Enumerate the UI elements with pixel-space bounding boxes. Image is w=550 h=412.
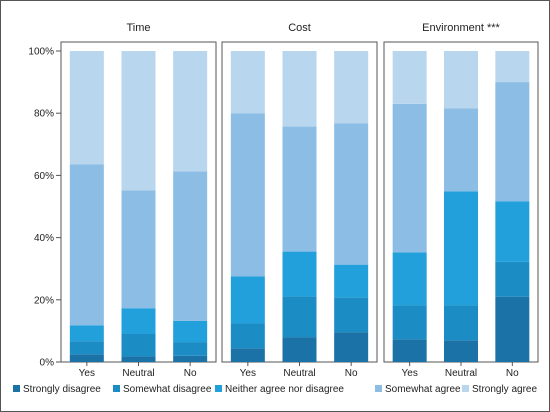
bar-segment bbox=[495, 296, 530, 362]
legend-label: Somewhat disagree bbox=[123, 384, 212, 395]
panel-title: Time bbox=[126, 22, 150, 34]
bar-segment bbox=[495, 261, 530, 297]
bar-segment bbox=[282, 51, 317, 127]
x-tick-label: No bbox=[184, 368, 197, 379]
bar-segment bbox=[495, 51, 530, 83]
bar-segment bbox=[334, 332, 369, 362]
bar-segment bbox=[282, 126, 317, 252]
bar-segment bbox=[121, 334, 156, 357]
bar-segment bbox=[392, 51, 427, 104]
bar-segment bbox=[495, 82, 530, 202]
legend-swatch bbox=[215, 385, 222, 392]
bar-segment bbox=[230, 113, 265, 277]
bar-segment bbox=[173, 51, 208, 172]
bar-segment bbox=[173, 355, 208, 362]
bar-segment bbox=[173, 342, 208, 356]
bar-segment bbox=[444, 340, 478, 362]
bar-segment bbox=[334, 123, 369, 265]
y-tick-label: 20% bbox=[34, 295, 54, 306]
bar-segment bbox=[230, 51, 265, 114]
x-tick-label: Neutral bbox=[445, 368, 477, 379]
bar-segment bbox=[230, 348, 265, 362]
bar-segment bbox=[230, 276, 265, 324]
legend-swatch bbox=[462, 385, 469, 392]
bar-segment bbox=[282, 337, 317, 362]
panel-0: Time Yes Neutral No bbox=[60, 22, 217, 379]
bar-segment bbox=[282, 251, 317, 297]
legend-item: Neither agree nor disagree bbox=[215, 384, 344, 395]
legend-swatch bbox=[375, 385, 382, 392]
bar-segment bbox=[121, 308, 156, 335]
x-tick-label: No bbox=[345, 368, 358, 379]
x-tick-label: Yes bbox=[240, 368, 256, 379]
legend-item: Strongly disagree bbox=[13, 384, 101, 395]
bar-segment bbox=[69, 164, 104, 326]
legend-item: Somewhat agree bbox=[375, 384, 461, 395]
bar-segment bbox=[392, 339, 427, 362]
bar-segment bbox=[392, 252, 427, 306]
bar-segment bbox=[444, 305, 478, 341]
legend-swatch bbox=[13, 385, 20, 392]
panel-1: Cost Yes Neutral No bbox=[221, 22, 378, 379]
y-tick-label: 100% bbox=[28, 47, 54, 58]
bar-segment bbox=[444, 51, 478, 109]
legend-label: Somewhat agree bbox=[385, 384, 461, 395]
legend-label: Strongly agree bbox=[472, 384, 537, 395]
bar-segment bbox=[444, 108, 478, 192]
panel-title: Environment *** bbox=[422, 22, 500, 34]
bar-segment bbox=[334, 297, 369, 333]
x-tick-label: Yes bbox=[79, 368, 95, 379]
x-tick-label: No bbox=[506, 368, 519, 379]
bar-segment bbox=[69, 325, 104, 342]
bar-segment bbox=[69, 341, 104, 355]
bar-segment bbox=[495, 201, 530, 262]
bar-segment bbox=[121, 51, 156, 191]
legend-label: Strongly disagree bbox=[23, 384, 101, 395]
bar-segment bbox=[282, 296, 317, 338]
bar-segment bbox=[444, 191, 478, 306]
y-tick-label: 40% bbox=[34, 233, 54, 244]
bar-segment bbox=[334, 264, 369, 298]
x-tick-label: Neutral bbox=[122, 368, 154, 379]
y-tick-label: 60% bbox=[34, 171, 54, 182]
bar-segment bbox=[69, 354, 104, 362]
bar-segment bbox=[69, 51, 104, 165]
bar-segment bbox=[173, 320, 208, 343]
bar-segment bbox=[334, 51, 369, 124]
x-tick-label: Yes bbox=[402, 368, 418, 379]
x-tick-label: Neutral bbox=[283, 368, 315, 379]
bar-segment bbox=[230, 323, 265, 349]
y-tick-label: 0% bbox=[40, 358, 55, 369]
bar-segment bbox=[121, 190, 156, 309]
legend-item: Strongly agree bbox=[462, 384, 537, 395]
panel-title: Cost bbox=[288, 22, 311, 34]
y-tick-label: 80% bbox=[34, 109, 54, 120]
legend-label: Neither agree nor disagree bbox=[225, 384, 344, 395]
legend-item: Somewhat disagree bbox=[113, 384, 212, 395]
bar-segment bbox=[173, 171, 208, 321]
bar-segment bbox=[392, 305, 427, 340]
bar-segment bbox=[121, 356, 156, 362]
bar-segment bbox=[392, 103, 427, 253]
panel-2: Environment *** Yes Neutral No bbox=[383, 22, 539, 379]
legend-swatch bbox=[113, 385, 120, 392]
